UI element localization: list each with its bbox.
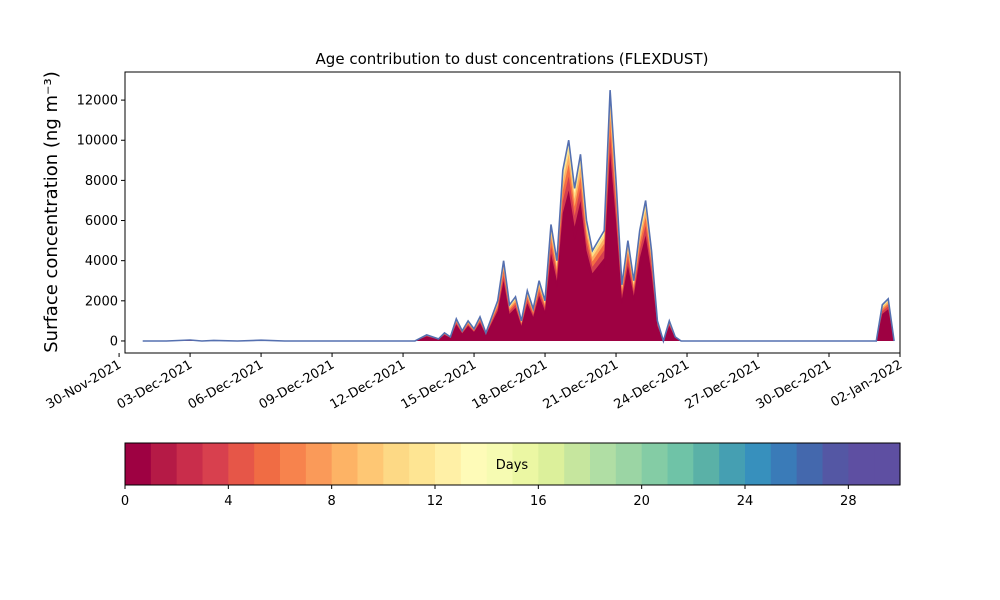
colorbar-band [615, 443, 643, 485]
colorbar-band [280, 443, 307, 485]
colorbar-label: Days [496, 458, 529, 473]
x-tick-label: 24-Dec-2021 [612, 357, 692, 412]
age-layer-area [142, 90, 895, 341]
colorbar-band [125, 443, 152, 485]
colorbar-band [848, 443, 875, 485]
colorbar-band [590, 443, 617, 485]
x-tick-label: 30-Nov-2021 [44, 357, 124, 412]
colorbar [125, 443, 901, 485]
colorbar-tick-label: 4 [224, 494, 232, 509]
colorbar-band [538, 443, 565, 485]
colorbar-band [874, 443, 901, 485]
x-tick-label: 18-Dec-2021 [470, 357, 550, 412]
colorbar-tick-label: 20 [633, 494, 650, 509]
colorbar-tick-label: 24 [737, 494, 754, 509]
x-tick-label: 27-Dec-2021 [683, 357, 763, 412]
colorbar-ticks: 0 4 8 12 16 20 24 28 [121, 485, 857, 509]
y-axis-label: Surface concentration (ng m⁻³) [41, 71, 62, 353]
total-concentration-line [142, 90, 895, 344]
y-tick-label: 0 [110, 334, 118, 349]
colorbar-band [202, 443, 229, 485]
age-layer-area [142, 97, 895, 341]
colorbar-band [693, 443, 720, 485]
colorbar-band [719, 443, 746, 485]
colorbar-band [822, 443, 849, 485]
y-tick-label: 8000 [85, 174, 118, 189]
y-tick-label: 6000 [85, 214, 118, 229]
colorbar-band [667, 443, 694, 485]
colorbar-band [435, 443, 462, 485]
colorbar-band [176, 443, 204, 485]
colorbar-tick-label: 0 [121, 494, 129, 509]
colorbar-tick-label: 8 [328, 494, 336, 509]
age-contribution-areas [142, 90, 895, 341]
colorbar-band [486, 443, 514, 485]
y-tick-label: 10000 [77, 134, 118, 149]
colorbar-band [357, 443, 384, 485]
y-axis-ticks: 0 2000 4000 6000 8000 10000 12000 [77, 94, 125, 349]
x-tick-label: 06-Dec-2021 [186, 357, 266, 412]
colorbar-band [641, 443, 669, 485]
x-axis-ticks: 30-Nov-202103-Dec-202106-Dec-202109-Dec-… [44, 353, 905, 413]
colorbar-band [331, 443, 359, 485]
colorbar-band [745, 443, 772, 485]
colorbar-band [150, 443, 178, 485]
y-tick-label: 2000 [85, 294, 118, 309]
x-tick-label: 21-Dec-2021 [541, 357, 621, 412]
colorbar-band [796, 443, 824, 485]
colorbar-frame [124, 442, 901, 486]
colorbar-band [460, 443, 488, 485]
colorbar-tick-label: 28 [840, 494, 857, 509]
colorbar-band [512, 443, 539, 485]
x-tick-label: 15-Dec-2021 [399, 357, 479, 412]
total-line [142, 90, 895, 344]
colorbar-tick-label: 16 [530, 494, 547, 509]
x-tick-label: 09-Dec-2021 [257, 357, 337, 412]
x-tick-label: 02-Jan-2022 [828, 357, 905, 410]
colorbar-tick-label: 12 [427, 494, 444, 509]
colorbar-band [228, 443, 255, 485]
plot-frame [124, 71, 901, 354]
colorbar-band [305, 443, 333, 485]
colorbar-band [254, 443, 281, 485]
y-tick-label: 4000 [85, 254, 118, 269]
x-tick-label: 03-Dec-2021 [115, 357, 195, 412]
x-tick-label: 30-Dec-2021 [754, 357, 834, 412]
y-tick-label: 12000 [77, 94, 118, 109]
chart-title: Age contribution to dust concentrations … [316, 50, 709, 68]
colorbar-band [383, 443, 410, 485]
colorbar-band [564, 443, 591, 485]
x-tick-label: 12-Dec-2021 [328, 357, 408, 412]
colorbar-band [409, 443, 436, 485]
colorbar-band [770, 443, 798, 485]
